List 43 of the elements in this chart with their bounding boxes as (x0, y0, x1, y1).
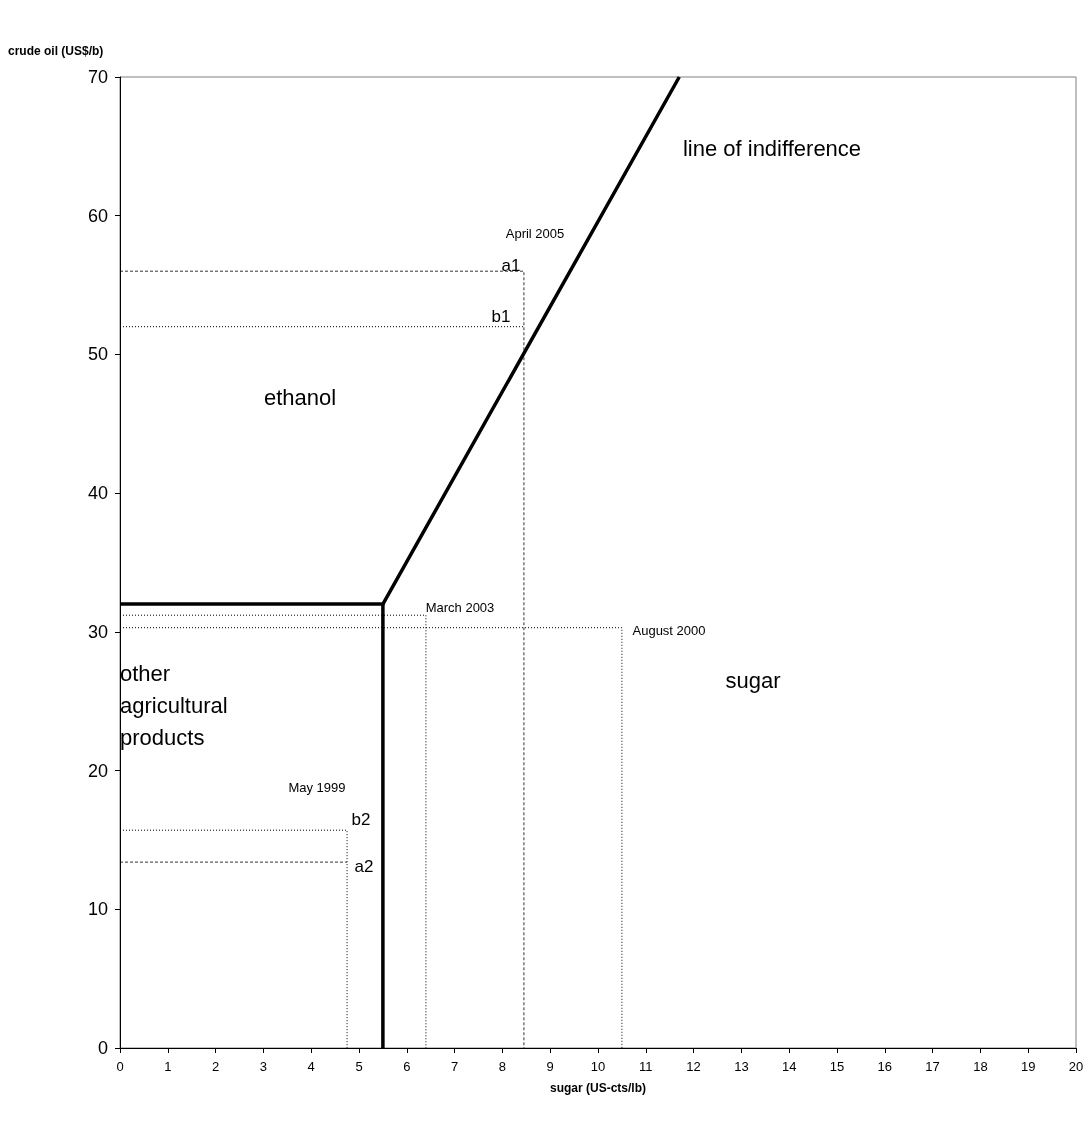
annotation: b1 (491, 306, 511, 326)
x-tick-label: 17 (925, 1059, 940, 1074)
x-tick-label: 3 (259, 1059, 268, 1074)
x-tick-label: 5 (355, 1059, 363, 1074)
y-tick-label: 20 (87, 760, 108, 781)
x-tick-label: 15 (829, 1059, 845, 1074)
annotation: April 2005 (505, 225, 565, 241)
x-tick-label: 8 (498, 1059, 507, 1074)
annotation: a1 (501, 255, 521, 275)
x-tick-label: 13 (734, 1059, 749, 1074)
y-tick-label: 10 (87, 899, 108, 920)
annotation: line of indifference (682, 135, 862, 161)
y-tick-label: 70 (87, 67, 108, 87)
x-tick-label: 0 (116, 1059, 124, 1074)
x-tick-label: 20 (1068, 1059, 1084, 1074)
x-tick-label: 10 (590, 1059, 606, 1074)
annotation: August 2000 (632, 622, 706, 638)
x-tick-label: 9 (546, 1059, 554, 1074)
x-tick-label: 6 (403, 1059, 411, 1074)
y-tick-label: 30 (87, 621, 108, 642)
x-tick-label: 11 (639, 1059, 653, 1074)
x-tick-label: 16 (877, 1059, 893, 1074)
y-tick-label: 0 (97, 1038, 108, 1058)
x-axis-title: sugar (US-cts/lb) (549, 1081, 647, 1095)
x-tick-label: 12 (686, 1059, 701, 1074)
y-tick-label: 50 (87, 344, 108, 365)
annotation: b2 (351, 809, 371, 829)
x-tick-label: 4 (307, 1059, 315, 1074)
annotation: a2 (354, 856, 374, 876)
x-tick-label: 18 (973, 1059, 988, 1074)
x-tick-label: 14 (781, 1059, 797, 1074)
x-tick-label: 19 (1020, 1059, 1036, 1074)
x-tick-label: 7 (450, 1059, 459, 1074)
y-axis-title: crude oil (US$/b) (8, 44, 104, 58)
annotation: sugar (725, 667, 781, 693)
annotation: March 2003 (425, 599, 495, 615)
x-tick-label: 1 (164, 1059, 172, 1074)
annotation: other agricultural products (120, 660, 234, 750)
y-tick-label: 60 (87, 205, 108, 226)
annotation: ethanol (263, 384, 337, 410)
annotation: May 1999 (288, 779, 346, 795)
x-tick-label: 2 (211, 1059, 220, 1074)
y-tick-label: 40 (87, 483, 108, 504)
